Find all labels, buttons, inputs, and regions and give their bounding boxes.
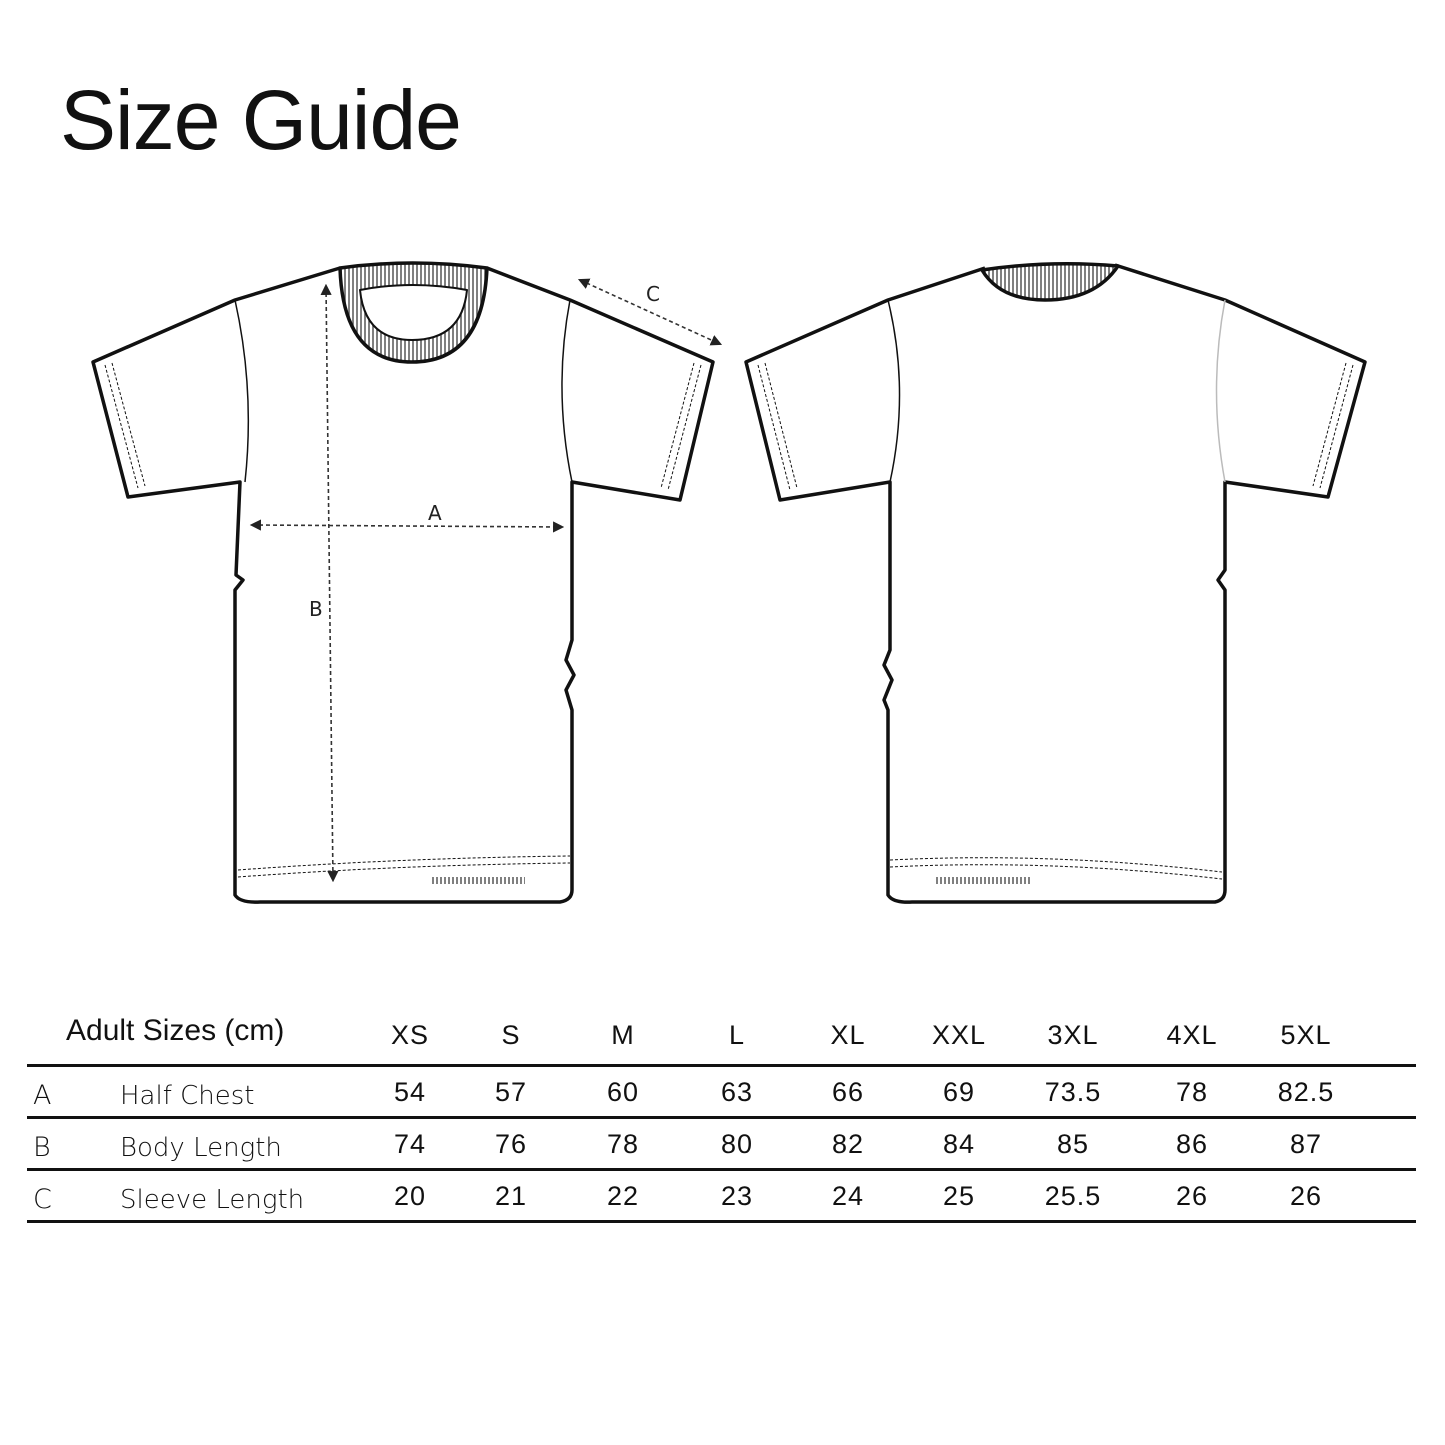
row-key: B bbox=[33, 1132, 51, 1163]
table-cell: 22 bbox=[606, 1181, 640, 1211]
table-cell: 20 bbox=[393, 1181, 427, 1211]
arrow-c bbox=[577, 278, 723, 346]
table-cell: 74 bbox=[393, 1129, 427, 1159]
row-name: Half Chest bbox=[120, 1081, 255, 1111]
label-c: C bbox=[646, 282, 660, 306]
table-cell: 76 bbox=[494, 1129, 528, 1159]
table-cell: 80 bbox=[720, 1129, 754, 1159]
table-cell: 21 bbox=[494, 1181, 528, 1211]
tshirt-diagram: A B C bbox=[91, 261, 1367, 904]
size-header: 5XL bbox=[1280, 1020, 1332, 1050]
row-name: Sleeve Length bbox=[120, 1185, 305, 1215]
table-cell: 26 bbox=[1175, 1181, 1209, 1211]
label-a: A bbox=[428, 501, 442, 525]
size-header: 3XL bbox=[1047, 1020, 1099, 1050]
table-cell: 66 bbox=[831, 1077, 865, 1107]
table-cell: 78 bbox=[1175, 1077, 1209, 1107]
arrow-a bbox=[249, 519, 565, 533]
table-divider bbox=[27, 1168, 1416, 1171]
row-key: C bbox=[33, 1184, 52, 1215]
page-title: Size Guide bbox=[60, 73, 462, 167]
table-cell: 25.5 bbox=[1044, 1181, 1102, 1211]
size-header: 4XL bbox=[1166, 1020, 1218, 1050]
size-header: S bbox=[501, 1020, 521, 1050]
measurement-arrows bbox=[249, 278, 723, 883]
table-divider bbox=[27, 1116, 1416, 1119]
row-name: Body Length bbox=[120, 1133, 282, 1163]
size-header: XL bbox=[830, 1020, 866, 1050]
size-header: L bbox=[728, 1020, 746, 1050]
table-cell: 78 bbox=[606, 1129, 640, 1159]
table-divider bbox=[27, 1064, 1416, 1067]
size-header: XXL bbox=[931, 1020, 987, 1050]
table-cell: 24 bbox=[831, 1181, 865, 1211]
table-cell: 23 bbox=[720, 1181, 754, 1211]
table-cell: 84 bbox=[942, 1129, 976, 1159]
table-cell: 60 bbox=[606, 1077, 640, 1107]
table-cell: 54 bbox=[393, 1077, 427, 1107]
table-cell: 57 bbox=[494, 1077, 528, 1107]
size-header: M bbox=[611, 1020, 635, 1050]
table-cell: 69 bbox=[942, 1077, 976, 1107]
table-cell: 82.5 bbox=[1277, 1077, 1335, 1107]
table-divider bbox=[27, 1220, 1416, 1223]
size-header: XS bbox=[390, 1020, 430, 1050]
table-cell: 73.5 bbox=[1044, 1077, 1102, 1107]
front-tshirt bbox=[91, 261, 715, 904]
table-cell: 26 bbox=[1289, 1181, 1323, 1211]
label-b: B bbox=[309, 597, 323, 621]
table-header-label: Adult Sizes (cm) bbox=[66, 1014, 285, 1047]
table-cell: 86 bbox=[1175, 1129, 1209, 1159]
arrow-b bbox=[320, 283, 339, 883]
row-key: A bbox=[33, 1080, 52, 1111]
table-cell: 63 bbox=[720, 1077, 754, 1107]
table-cell: 25 bbox=[942, 1181, 976, 1211]
table-cell: 85 bbox=[1056, 1129, 1090, 1159]
table-cell: 82 bbox=[831, 1129, 865, 1159]
table-cell: 87 bbox=[1289, 1129, 1323, 1159]
back-tshirt bbox=[744, 262, 1367, 904]
